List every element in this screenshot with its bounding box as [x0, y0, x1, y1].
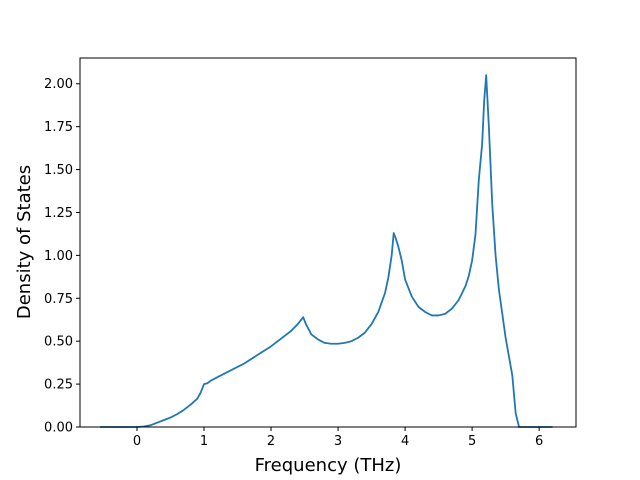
y-tick-label: 1.25: [44, 206, 73, 221]
x-tick-label: 6: [535, 434, 543, 449]
y-tick-label: 1.00: [44, 249, 73, 264]
y-tick-label: 1.50: [44, 163, 73, 178]
y-axis-label: Density of States: [14, 165, 35, 319]
x-tick-label: 5: [468, 434, 476, 449]
y-tick-label: 1.75: [44, 120, 73, 135]
series-line-0: [100, 74, 553, 428]
y-tick-label: 2.00: [44, 77, 73, 92]
y-tick-label: 0.00: [44, 421, 73, 436]
plot-area: [79, 57, 577, 428]
x-tick-label: 1: [200, 434, 208, 449]
x-axis-label: Frequency (THz): [255, 455, 402, 476]
y-tick-label: 0.25: [44, 378, 73, 393]
y-axis-ticks: 0.00 0.25 0.50 0.75 1.00 1.25 1.50 1.75 2.00: [44, 77, 80, 436]
x-tick-label: 2: [267, 434, 275, 449]
x-tick-label: 4: [401, 434, 409, 449]
axes-frame: [79, 57, 577, 428]
x-tick-label: 3: [334, 434, 342, 449]
x-axis-ticks: 0 1 2 3 4 5 6: [133, 427, 543, 449]
y-tick-label: 0.50: [44, 335, 73, 350]
y-tick-label: 0.75: [44, 292, 73, 307]
x-tick-label: 0: [133, 434, 141, 449]
